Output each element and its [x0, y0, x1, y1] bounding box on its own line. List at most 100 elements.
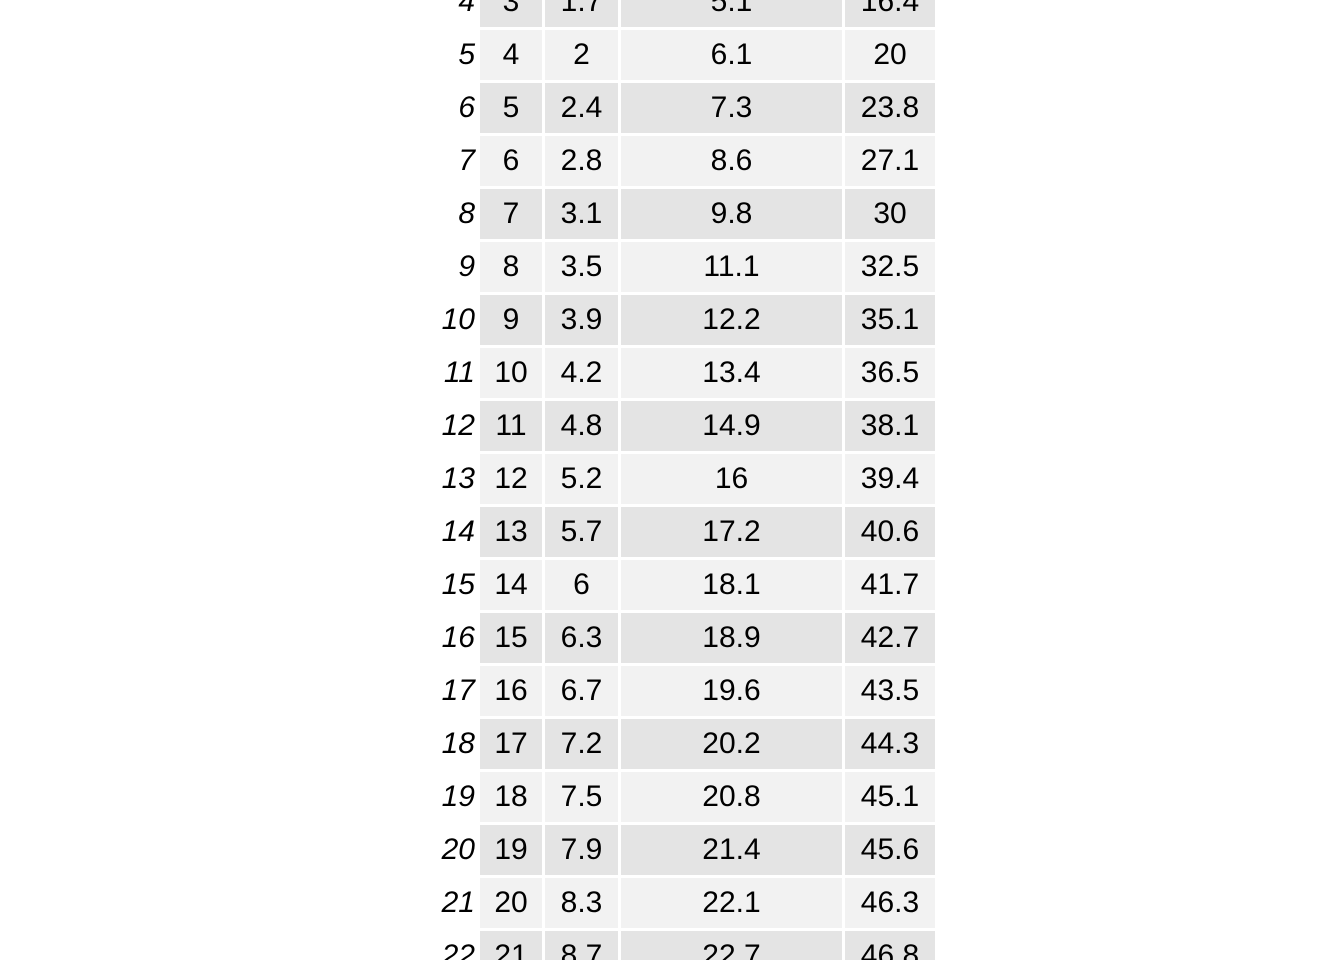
cell-col-b: 3.1 — [545, 189, 618, 239]
row-index-cell: 15 — [423, 560, 477, 610]
cell-col-d: 45.1 — [845, 772, 935, 822]
cell-col-a: 17 — [480, 719, 542, 769]
cell-col-c: 12.2 — [621, 295, 842, 345]
cell-col-b: 2.8 — [545, 136, 618, 186]
cell-col-b: 7.5 — [545, 772, 618, 822]
cell-col-b: 4.2 — [545, 348, 618, 398]
cell-col-d: 46.8 — [845, 931, 935, 960]
cell-col-d: 16.4 — [845, 0, 935, 27]
cell-col-c: 22.7 — [621, 931, 842, 960]
cell-col-a: 15 — [480, 613, 542, 663]
cell-col-a: 6 — [480, 136, 542, 186]
cell-col-b: 1.7 — [545, 0, 618, 27]
cell-col-d: 39.4 — [845, 454, 935, 504]
cell-col-a: 5 — [480, 83, 542, 133]
cell-col-a: 9 — [480, 295, 542, 345]
row-index-cell: 21 — [423, 878, 477, 928]
cell-col-d: 45.6 — [845, 825, 935, 875]
table-row: 12 11 4.8 14.9 38.1 — [423, 401, 935, 451]
cell-col-b: 6.3 — [545, 613, 618, 663]
cell-col-a: 21 — [480, 931, 542, 960]
cell-col-a: 13 — [480, 507, 542, 557]
cell-col-c: 20.2 — [621, 719, 842, 769]
row-index-cell: 9 — [423, 242, 477, 292]
cell-col-a: 14 — [480, 560, 542, 610]
cell-col-a: 8 — [480, 242, 542, 292]
row-index-cell: 4 — [423, 0, 477, 27]
cell-col-b: 7.2 — [545, 719, 618, 769]
table-row: 7 6 2.8 8.6 27.1 — [423, 136, 935, 186]
cell-col-d: 41.7 — [845, 560, 935, 610]
cell-col-a: 16 — [480, 666, 542, 716]
cell-col-b: 6 — [545, 560, 618, 610]
cell-col-b: 5.7 — [545, 507, 618, 557]
table-row: 19 18 7.5 20.8 45.1 — [423, 772, 935, 822]
row-index-cell: 18 — [423, 719, 477, 769]
cell-col-d: 36.5 — [845, 348, 935, 398]
row-index-cell: 16 — [423, 613, 477, 663]
cell-col-d: 44.3 — [845, 719, 935, 769]
cell-col-c: 21.4 — [621, 825, 842, 875]
table-row: 4 3 1.7 5.1 16.4 — [423, 0, 935, 27]
data-table: 4 3 1.7 5.1 16.4 5 4 2 6.1 20 6 5 2.4 7.3 23.8 7 6 2.8 8.6… — [420, 0, 938, 960]
cell-col-a: 11 — [480, 401, 542, 451]
cell-col-c: 20.8 — [621, 772, 842, 822]
cell-col-d: 27.1 — [845, 136, 935, 186]
cell-col-b: 5.2 — [545, 454, 618, 504]
cell-col-c: 17.2 — [621, 507, 842, 557]
row-index-cell: 13 — [423, 454, 477, 504]
cell-col-a: 20 — [480, 878, 542, 928]
table-row: 15 14 6 18.1 41.7 — [423, 560, 935, 610]
cell-col-c: 18.9 — [621, 613, 842, 663]
cell-col-c: 6.1 — [621, 30, 842, 80]
table-row: 20 19 7.9 21.4 45.6 — [423, 825, 935, 875]
cell-col-d: 35.1 — [845, 295, 935, 345]
table-body: 4 3 1.7 5.1 16.4 5 4 2 6.1 20 6 5 2.4 7.3 23.8 7 6 2.8 8.6… — [423, 0, 935, 960]
cell-col-c: 11.1 — [621, 242, 842, 292]
cell-col-d: 20 — [845, 30, 935, 80]
cell-col-a: 7 — [480, 189, 542, 239]
row-index-cell: 5 — [423, 30, 477, 80]
table-row: 17 16 6.7 19.6 43.5 — [423, 666, 935, 716]
table-row: 13 12 5.2 16 39.4 — [423, 454, 935, 504]
table-row: 21 20 8.3 22.1 46.3 — [423, 878, 935, 928]
cell-col-b: 7.9 — [545, 825, 618, 875]
cell-col-d: 40.6 — [845, 507, 935, 557]
cell-col-c: 19.6 — [621, 666, 842, 716]
cell-col-d: 30 — [845, 189, 935, 239]
cell-col-b: 3.9 — [545, 295, 618, 345]
cell-col-c: 14.9 — [621, 401, 842, 451]
cell-col-c: 7.3 — [621, 83, 842, 133]
cell-col-c: 13.4 — [621, 348, 842, 398]
cell-col-b: 8.3 — [545, 878, 618, 928]
cell-col-b: 4.8 — [545, 401, 618, 451]
table-row: 18 17 7.2 20.2 44.3 — [423, 719, 935, 769]
table-row: 8 7 3.1 9.8 30 — [423, 189, 935, 239]
cell-col-b: 3.5 — [545, 242, 618, 292]
row-index-cell: 7 — [423, 136, 477, 186]
table-row: 11 10 4.2 13.4 36.5 — [423, 348, 935, 398]
row-index-cell: 11 — [423, 348, 477, 398]
cell-col-d: 42.7 — [845, 613, 935, 663]
row-index-cell: 12 — [423, 401, 477, 451]
row-index-cell: 19 — [423, 772, 477, 822]
cell-col-c: 8.6 — [621, 136, 842, 186]
cell-col-b: 2 — [545, 30, 618, 80]
cell-col-a: 18 — [480, 772, 542, 822]
row-index-cell: 14 — [423, 507, 477, 557]
cell-col-d: 32.5 — [845, 242, 935, 292]
table-row: 16 15 6.3 18.9 42.7 — [423, 613, 935, 663]
row-index-cell: 22 — [423, 931, 477, 960]
row-index-cell: 17 — [423, 666, 477, 716]
table-row: 5 4 2 6.1 20 — [423, 30, 935, 80]
cell-col-b: 8.7 — [545, 931, 618, 960]
cell-col-d: 43.5 — [845, 666, 935, 716]
table-row: 9 8 3.5 11.1 32.5 — [423, 242, 935, 292]
table-row: 6 5 2.4 7.3 23.8 — [423, 83, 935, 133]
table-row: 14 13 5.7 17.2 40.6 — [423, 507, 935, 557]
row-index-cell: 6 — [423, 83, 477, 133]
cell-col-c: 9.8 — [621, 189, 842, 239]
cell-col-a: 4 — [480, 30, 542, 80]
cell-col-a: 19 — [480, 825, 542, 875]
